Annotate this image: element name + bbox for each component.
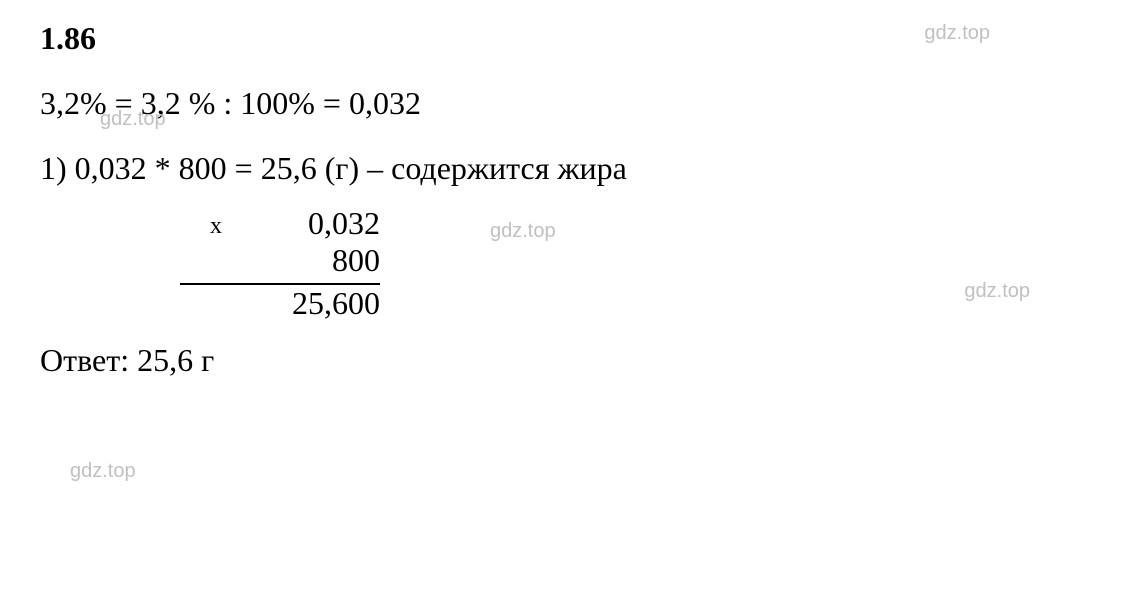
watermark-4: gdz.top (964, 280, 1030, 303)
watermark-3: gdz.top (490, 220, 556, 243)
multiplication-block: х 0,032 800 25,600 (180, 205, 380, 322)
mult-row-2: 800 (180, 242, 380, 279)
watermark-2: gdz.top (100, 108, 166, 131)
watermark-5: gdz.top (70, 460, 136, 483)
answer: Ответ: 25,6 г (40, 342, 1090, 379)
step-one: 1) 0,032 * 800 = 25,6 (г) – содержится ж… (40, 150, 1090, 187)
mult-symbol: х (210, 213, 222, 240)
watermark-1: gdz.top (924, 22, 990, 45)
mult-result: 25,600 (180, 285, 380, 322)
percent-conversion: 3,2% = 3,2 % : 100% = 0,032 (40, 85, 1090, 122)
